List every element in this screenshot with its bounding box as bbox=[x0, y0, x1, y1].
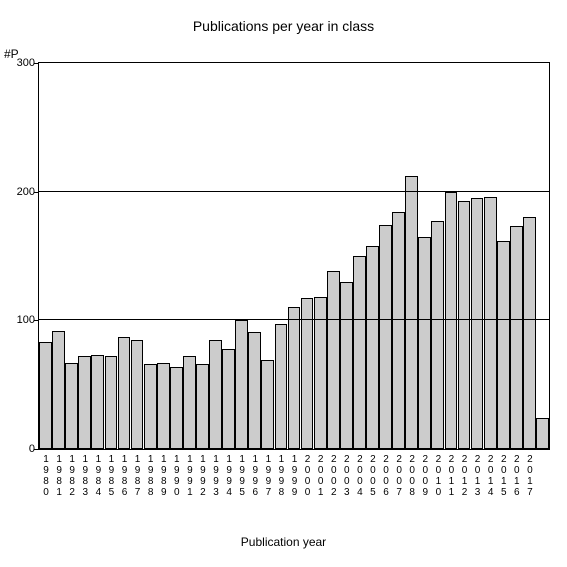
y-tick-label: 300 bbox=[5, 57, 35, 69]
bar bbox=[301, 298, 314, 449]
x-tick-label: 2012 bbox=[459, 454, 469, 498]
gridline bbox=[39, 191, 549, 192]
x-tick-label: 1989 bbox=[158, 454, 168, 498]
x-tick-label: 1981 bbox=[54, 454, 64, 498]
bar bbox=[431, 221, 444, 449]
bar bbox=[471, 198, 484, 449]
x-tick-label: 1982 bbox=[67, 454, 77, 498]
bar bbox=[458, 201, 471, 449]
bar bbox=[105, 356, 118, 449]
bar bbox=[405, 176, 418, 449]
bar bbox=[52, 331, 65, 449]
y-tick-label: 200 bbox=[5, 186, 35, 198]
x-tick-label: 2001 bbox=[315, 454, 325, 498]
chart-title: Publications per year in class bbox=[0, 18, 567, 34]
y-tick bbox=[34, 320, 38, 321]
x-tick-label: 1988 bbox=[145, 454, 155, 498]
x-tick-label: 2005 bbox=[367, 454, 377, 498]
bar bbox=[222, 349, 235, 449]
bar bbox=[118, 337, 131, 449]
x-tick-label: 2011 bbox=[446, 454, 456, 498]
bars-group bbox=[39, 63, 549, 449]
x-tick-label: 2016 bbox=[511, 454, 521, 498]
x-tick-label: 1998 bbox=[276, 454, 286, 498]
x-tick-label: 1991 bbox=[184, 454, 194, 498]
gridline bbox=[39, 319, 549, 320]
x-tick-label: 1986 bbox=[119, 454, 129, 498]
y-tick bbox=[34, 192, 38, 193]
x-tick-label: 1999 bbox=[289, 454, 299, 498]
bar bbox=[353, 256, 366, 449]
x-tick-label: 1994 bbox=[224, 454, 234, 498]
bar bbox=[65, 363, 78, 449]
x-tick-label: 1993 bbox=[211, 454, 221, 498]
bar bbox=[235, 320, 248, 449]
x-tick-label: 2002 bbox=[328, 454, 338, 498]
x-tick-label: 2009 bbox=[420, 454, 430, 498]
y-tick-label: 100 bbox=[5, 314, 35, 326]
x-tick-label: 2014 bbox=[485, 454, 495, 498]
y-tick-label: 0 bbox=[5, 443, 35, 455]
bar bbox=[157, 363, 170, 449]
bar bbox=[209, 340, 222, 449]
x-tick-label: 2003 bbox=[341, 454, 351, 498]
x-tick-label: 2017 bbox=[524, 454, 534, 498]
bar bbox=[170, 367, 183, 449]
bar bbox=[288, 307, 301, 449]
bar bbox=[183, 356, 196, 449]
x-tick-label: 2008 bbox=[407, 454, 417, 498]
bar bbox=[144, 364, 157, 449]
bar bbox=[379, 225, 392, 449]
bar bbox=[418, 237, 431, 449]
bar bbox=[78, 356, 91, 449]
x-tick-label: 1996 bbox=[250, 454, 260, 498]
bar bbox=[261, 360, 274, 449]
x-tick-label: 1997 bbox=[263, 454, 273, 498]
bar bbox=[327, 271, 340, 449]
x-tick-label: 2013 bbox=[472, 454, 482, 498]
bar bbox=[523, 217, 536, 449]
plot-area bbox=[38, 62, 550, 450]
x-tick-label: 1984 bbox=[93, 454, 103, 498]
bar bbox=[340, 282, 353, 449]
x-axis-label: Publication year bbox=[0, 535, 567, 549]
x-tick-label: 2007 bbox=[394, 454, 404, 498]
x-tick-label: 2015 bbox=[498, 454, 508, 498]
x-tick-label: 2004 bbox=[354, 454, 364, 498]
x-tick-label: 1995 bbox=[237, 454, 247, 498]
bar bbox=[366, 246, 379, 449]
bar bbox=[91, 355, 104, 449]
x-tick-label: 1980 bbox=[41, 454, 51, 498]
x-ticks: 1980198119821983198419851986198719881989… bbox=[38, 454, 550, 524]
bar bbox=[497, 241, 510, 449]
bar bbox=[131, 340, 144, 449]
x-tick-label: 2000 bbox=[302, 454, 312, 498]
bar bbox=[248, 332, 261, 449]
y-tick bbox=[34, 63, 38, 64]
x-tick-label: 2006 bbox=[381, 454, 391, 498]
bar bbox=[196, 364, 209, 449]
x-tick-label: 1990 bbox=[171, 454, 181, 498]
x-tick-label: 2010 bbox=[433, 454, 443, 498]
x-tick-label: 1985 bbox=[106, 454, 116, 498]
bar bbox=[39, 342, 52, 449]
x-tick-label: 1983 bbox=[80, 454, 90, 498]
bar bbox=[392, 212, 405, 449]
bar bbox=[510, 226, 523, 449]
x-tick-label: 1987 bbox=[132, 454, 142, 498]
y-tick bbox=[34, 449, 38, 450]
x-tick-label: 1992 bbox=[197, 454, 207, 498]
chart-container: Publications per year in class #P 010020… bbox=[0, 0, 567, 567]
bar bbox=[484, 197, 497, 449]
bar bbox=[275, 324, 288, 449]
bar bbox=[536, 418, 549, 449]
